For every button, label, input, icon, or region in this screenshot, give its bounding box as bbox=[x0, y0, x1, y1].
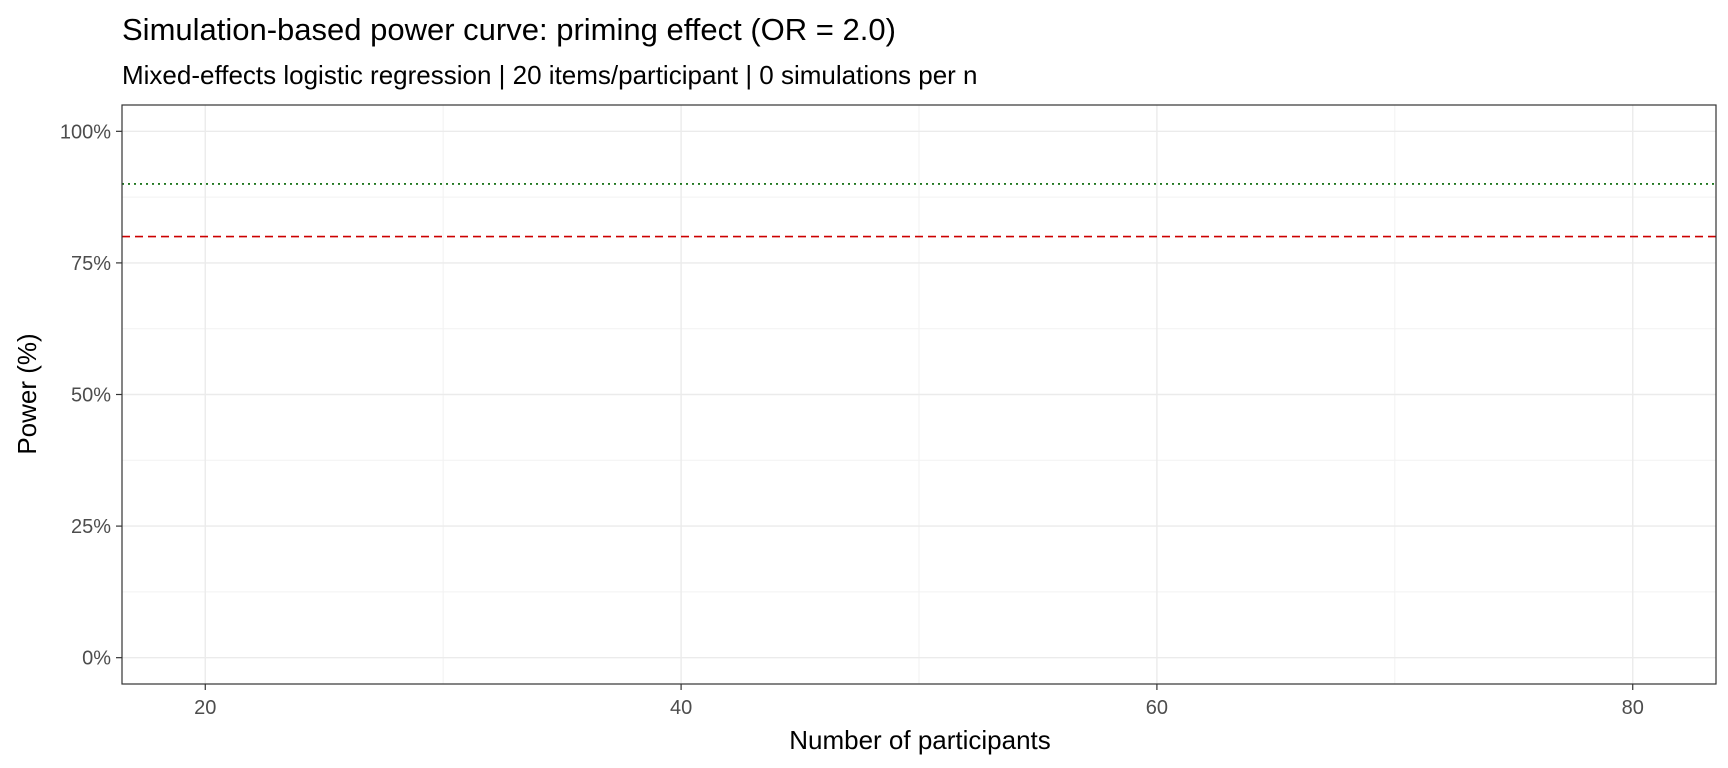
chart-subtitle: Mixed-effects logistic regression | 20 i… bbox=[122, 60, 978, 90]
chart-title: Simulation-based power curve: priming ef… bbox=[122, 12, 896, 47]
y-tick-label: 100% bbox=[60, 121, 111, 143]
y-tick-label: 0% bbox=[82, 648, 111, 670]
y-tick-label: 50% bbox=[71, 385, 111, 407]
minor-gridlines bbox=[122, 105, 1716, 684]
y-axis-title: Power (%) bbox=[12, 333, 42, 454]
x-tick-label: 40 bbox=[670, 697, 692, 719]
major-gridlines bbox=[122, 105, 1716, 684]
y-axis-ticks: 0% 25% 50% 75% 100% bbox=[60, 121, 122, 670]
x-tick-label: 60 bbox=[1146, 697, 1168, 719]
y-tick-label: 25% bbox=[71, 516, 111, 538]
y-tick-label: 75% bbox=[71, 253, 111, 275]
x-tick-label: 80 bbox=[1622, 697, 1644, 719]
reference-lines bbox=[122, 183, 1716, 238]
x-axis-title: Number of participants bbox=[789, 725, 1051, 755]
x-tick-label: 20 bbox=[194, 697, 216, 719]
x-axis-ticks: 20 40 60 80 bbox=[194, 684, 1644, 719]
